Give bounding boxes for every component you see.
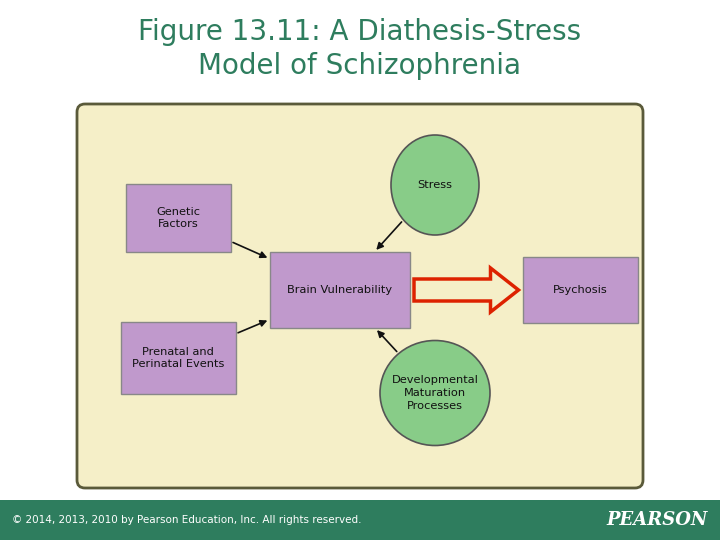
Text: Developmental
Maturation
Processes: Developmental Maturation Processes [392, 375, 478, 411]
Text: Genetic
Factors: Genetic Factors [156, 207, 200, 229]
Bar [125, 184, 230, 252]
Ellipse shape [391, 135, 479, 235]
Text: © 2014, 2013, 2010 by Pearson Education, Inc. All rights reserved.: © 2014, 2013, 2010 by Pearson Education,… [12, 515, 361, 525]
Bar [0, 500, 720, 540]
Text: PEARSON: PEARSON [607, 511, 708, 529]
Bar [523, 257, 637, 323]
Text: Stress: Stress [418, 180, 452, 190]
Ellipse shape [380, 341, 490, 446]
Bar [120, 322, 235, 394]
FancyBboxPatch shape [77, 104, 643, 488]
Text: Psychosis: Psychosis [553, 285, 608, 295]
Bar [270, 252, 410, 328]
Text: Prenatal and
Perinatal Events: Prenatal and Perinatal Events [132, 347, 224, 369]
Text: Figure 13.11: A Diathesis-Stress: Figure 13.11: A Diathesis-Stress [138, 18, 582, 46]
Text: Model of Schizophrenia: Model of Schizophrenia [199, 52, 521, 80]
Text: Brain Vulnerability: Brain Vulnerability [287, 285, 392, 295]
